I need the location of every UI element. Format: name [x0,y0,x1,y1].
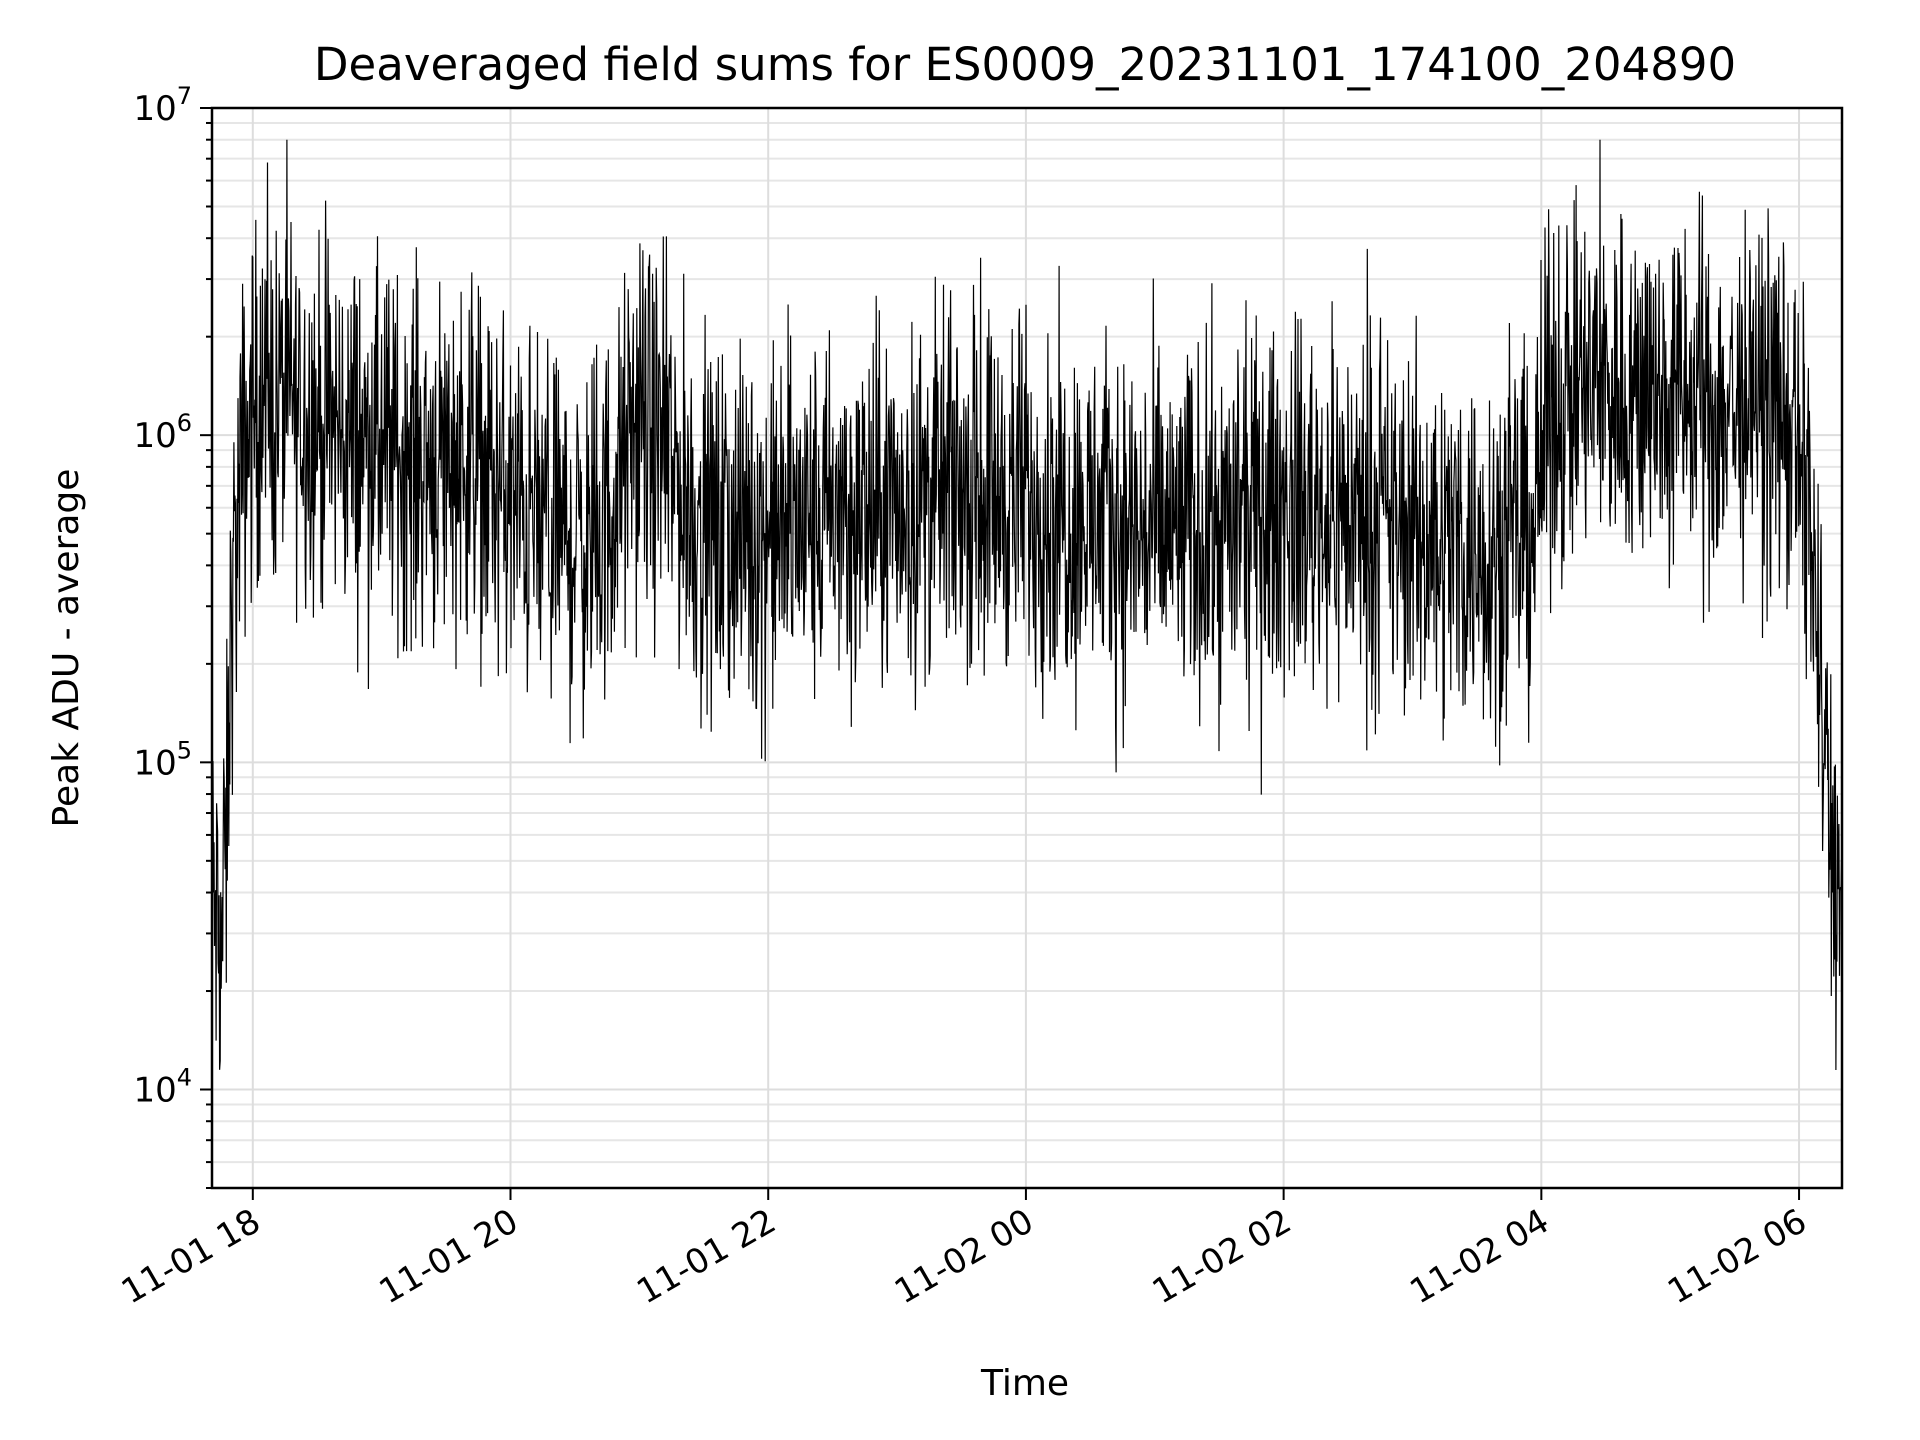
x-tick-label: 11-01 20 [373,1201,525,1312]
tick-marks [200,107,1801,1200]
x-tick-label: 11-02 02 [1146,1201,1298,1312]
chart-title: Deaveraged field sums for ES0009_2023110… [314,38,1736,91]
y-tick-label: 105 [133,736,192,783]
grid [212,107,1842,1189]
x-tick-labels: 11-01 18 11-01 20 11-01 22 11-02 00 11-02 02… [115,1201,1814,1312]
x-tick-label: 11-01 18 [115,1201,267,1312]
x-tick-label: 11-02 04 [1403,1201,1555,1312]
y-tick-label: 106 [133,409,192,456]
x-tick-label: 11-02 00 [888,1201,1040,1312]
y-tick-labels: 104 105 106 107 [133,82,192,1111]
plot-frame [210,106,1844,1190]
x-tick-label: 11-02 06 [1661,1201,1813,1312]
x-axis-label: Time [980,1363,1069,1404]
y-tick-label: 107 [133,82,192,129]
x-tick-label: 11-01 22 [630,1201,782,1312]
y-axis-label: Peak ADU - average [46,469,87,828]
series-layer [211,139,1843,1071]
series-line [211,139,1843,1071]
y-tick-label: 104 [133,1064,192,1111]
